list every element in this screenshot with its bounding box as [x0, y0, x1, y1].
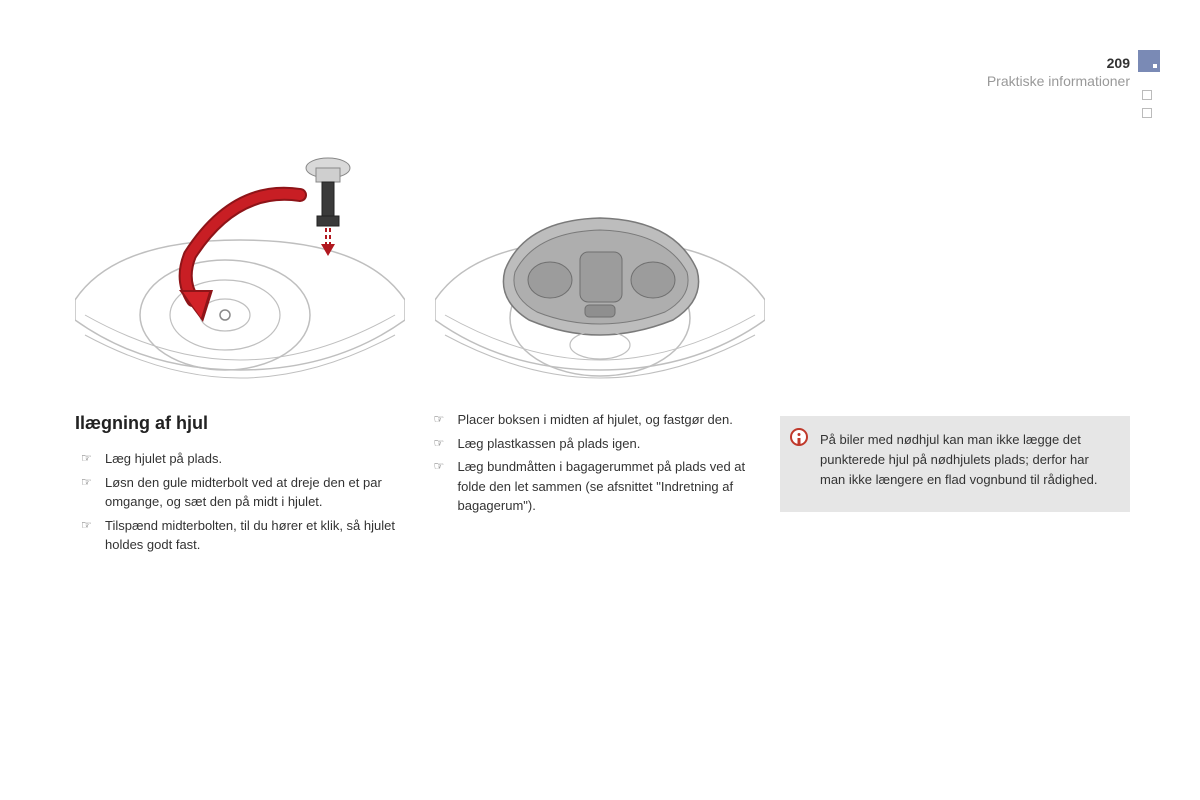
page-body: Ilægning af hjul Læg hjulet på plads. Lø…: [75, 140, 1130, 760]
figure-tool-box: [435, 140, 765, 390]
info-text: På biler med nødhjul kan man ikke lægge …: [820, 432, 1098, 487]
list-item: Læg hjulet på plads.: [75, 449, 398, 469]
info-note: På biler med nødhjul kan man ikke lægge …: [780, 416, 1130, 512]
tab-index-box: [1142, 108, 1152, 118]
list-item: Løsn den gule midterbolt ved at dreje de…: [75, 473, 398, 512]
page-number: 209: [987, 55, 1130, 71]
instruction-list: Placer boksen i midten af hjulet, og fas…: [428, 410, 751, 516]
left-column: Ilægning af hjul Læg hjulet på plads. Lø…: [75, 410, 398, 559]
tab-index-box: [1142, 90, 1152, 100]
mid-column: Placer boksen i midten af hjulet, og fas…: [428, 410, 751, 559]
list-item: Læg plastkassen på plads igen.: [428, 434, 751, 454]
page-header: 209 Praktiske informationer: [987, 55, 1130, 89]
instruction-list: Læg hjulet på plads. Løsn den gule midte…: [75, 449, 398, 555]
heading: Ilægning af hjul: [75, 410, 398, 437]
figure-wheel-bolt: [75, 140, 405, 390]
right-column: På biler med nødhjul kan man ikke lægge …: [780, 410, 1130, 559]
info-icon: [790, 428, 808, 446]
list-item: Læg bundmåtten i bagagerummet på plads v…: [428, 457, 751, 516]
section-tab: [1138, 50, 1160, 72]
section-title: Praktiske informationer: [987, 73, 1130, 89]
list-item: Placer boksen i midten af hjulet, og fas…: [428, 410, 751, 430]
list-item: Tilspænd midterbolten, til du hører et k…: [75, 516, 398, 555]
